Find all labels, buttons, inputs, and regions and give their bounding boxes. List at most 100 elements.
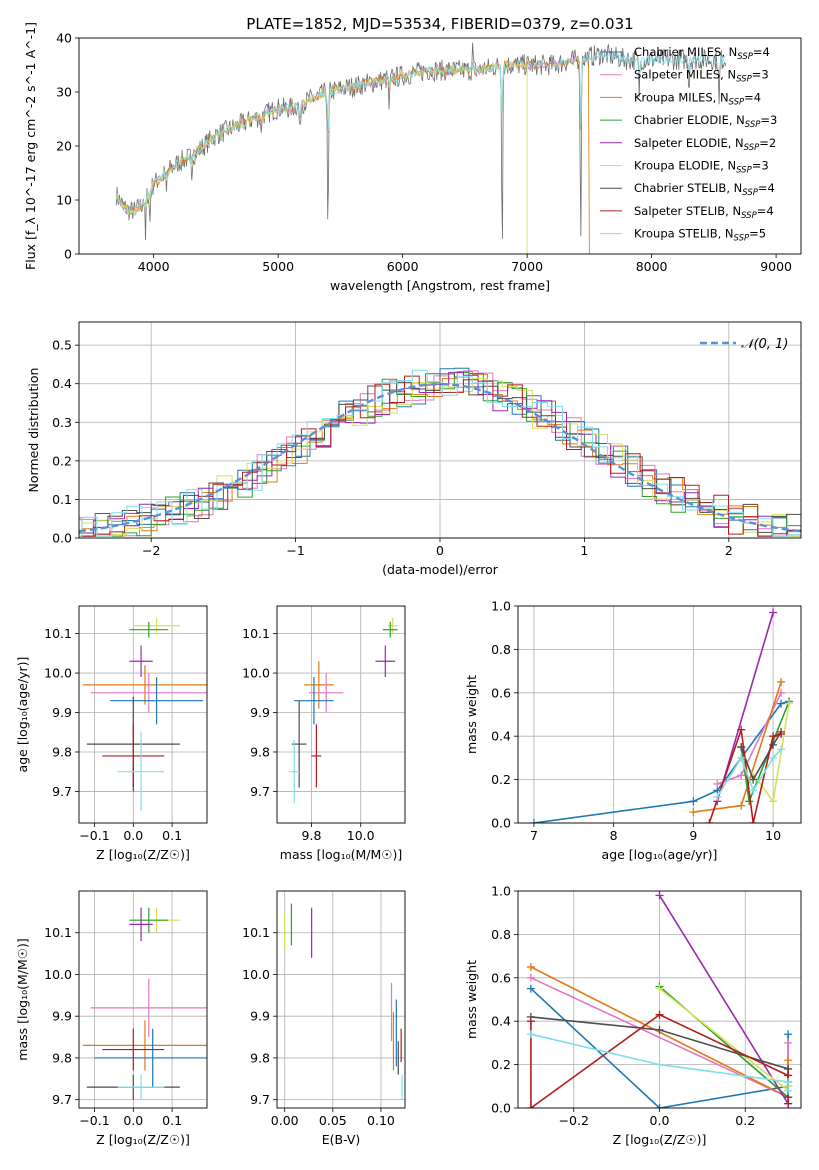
y-axis-label: mass [log₁₀(M/M☉)]: [15, 938, 30, 1060]
y-tick-label: 1.0: [491, 599, 511, 614]
y-tick-label: 0.6: [491, 970, 511, 985]
y-tick-label: 9.7: [52, 784, 72, 799]
weight-marker: [784, 1056, 793, 1065]
x-tick-label: 0.1: [162, 828, 182, 843]
weight-marker: [769, 732, 778, 741]
y-tick-label: 10: [56, 193, 72, 208]
x-axis-label: E(B-V): [322, 1132, 361, 1147]
weight-marker: [777, 730, 786, 739]
plot-area-spectrum: [115, 42, 727, 254]
y-tick-label: 9.7: [250, 1092, 270, 1107]
weight-marker: [526, 962, 535, 971]
weight-marker: [705, 819, 714, 823]
legend-subscript: SSP: [736, 75, 752, 85]
weight-marker: [529, 819, 538, 823]
y-tick-label: 0.2: [491, 772, 511, 787]
y-tick-label: 10.0: [242, 967, 270, 982]
weight-line: [530, 1033, 789, 1091]
legend-subscript: SSP: [737, 52, 753, 62]
y-tick-label: 9.8: [52, 744, 72, 759]
x-tick-label: 6000: [387, 259, 419, 274]
weight-line: [659, 987, 789, 1093]
chart-mass-vs-Z: −0.1 0.0 0.1 9.7 9.8 9.9 10.0 10.1 Z [log₁₀(Z/Z☉…: [15, 890, 208, 1147]
x-axis-label: Z [log₁₀(Z/Z☉)]: [613, 1132, 707, 1147]
x-tick-label: 5000: [262, 259, 294, 274]
histogram-step: [79, 371, 801, 537]
legend-label: Kroupa MILES, NSSP=4: [634, 90, 761, 107]
x-axis-label: age [log₁₀(age/yr)]: [602, 847, 718, 862]
x-tick-label: 10.0: [347, 828, 375, 843]
chart-panels: 4000 5000 6000 7000 8000 9000010203040wavelen…: [15, 22, 802, 1147]
legend-text: Chabrier MILES, N: [634, 45, 737, 59]
legend-suffix: =4: [753, 45, 770, 59]
x-tick-label: 0.0: [123, 828, 143, 843]
x-tick-label: 2: [725, 543, 733, 558]
legend-suffix: =3: [752, 68, 769, 82]
chart-spectrum: 4000 5000 6000 7000 8000 9000 0 10 20 30 40 wavelen…: [23, 22, 802, 293]
plot-area-weight-vs-age: [529, 608, 794, 823]
weight-marker: [737, 801, 746, 810]
x-tick-label: 0.2: [735, 1113, 755, 1128]
x-axis-label: mass [log₁₀(M/M☉)]: [280, 847, 402, 862]
weight-line: [740, 731, 782, 782]
y-tick-label: 0.0: [491, 1101, 511, 1116]
weight-marker: [526, 984, 535, 993]
weight-marker: [737, 725, 746, 734]
weight-marker: [655, 1025, 664, 1034]
histogram-step: [79, 375, 801, 537]
x-tick-label: 8000: [636, 259, 668, 274]
legend-suffix: =5: [749, 227, 766, 241]
weight-marker: [526, 1030, 535, 1039]
legend-label: Salpeter ELODIE, NSSP=2: [634, 136, 776, 153]
legend-label: Kroupa STELIB, NSSP=5: [634, 227, 766, 244]
x-tick-label: 7000: [511, 259, 543, 274]
legend-label: Chabrier STELIB, NSSP=4: [634, 181, 775, 198]
legend-subscript: SSP: [741, 211, 757, 221]
chart-age-vs-Z: −0.1 0.0 0.1 9.7 9.8 9.9 10.0 10.1 Z [log₁₀(Z/Z☉…: [15, 605, 208, 862]
axes-frame: [78, 321, 802, 539]
weight-line: [658, 894, 789, 1105]
y-tick-label: 0.1: [52, 492, 72, 507]
y-tick-label: 10.0: [242, 666, 270, 681]
legend-subscript: SSP: [744, 143, 760, 153]
y-axis-label: Normed distribution: [26, 368, 41, 493]
weight-line: [716, 612, 774, 802]
y-tick-label: 30: [56, 85, 72, 100]
chart-age-vs-mass: 9.8 10.0 9.7 9.8 9.9 10.0 10.1 mass [log₁₀(M/M☉…: [242, 605, 406, 862]
x-tick-label: 0.05: [319, 1113, 347, 1128]
legend-text: Chabrier ELODIE, N: [634, 113, 745, 127]
legend-suffix: =4: [744, 90, 761, 104]
legend-suffix: =3: [760, 113, 777, 127]
model-line: [116, 50, 727, 214]
y-tick-label: 9.8: [250, 1050, 270, 1065]
weight-marker: [777, 745, 786, 754]
axes-frame: [276, 605, 406, 824]
y-tick-label: 10.0: [44, 967, 72, 982]
x-axis-label: Z [log₁₀(Z/Z☉)]: [96, 847, 190, 862]
y-tick-label: 0.3: [52, 415, 72, 430]
y-tick-label: 10.1: [242, 925, 270, 940]
weight-marker: [777, 699, 786, 708]
legend-label: Chabrier ELODIE, NSSP=3: [634, 113, 777, 130]
weight-marker: [655, 984, 664, 993]
x-tick-label: 9: [689, 828, 697, 843]
y-tick-label: 1.0: [491, 884, 511, 899]
x-axis-label: (data-model)/error: [382, 562, 499, 577]
chart-mass-vs-ebv: 0.00 0.05 0.10 9.7 9.8 9.9 10.0 10.1 E(B-V): [242, 890, 406, 1147]
y-tick-label: 0.4: [491, 1014, 511, 1029]
legend-label: 𝒩(0, 1): [741, 337, 788, 352]
y-axis-label: mass weight: [464, 960, 479, 1039]
weight-marker: [785, 699, 794, 708]
legend-text: Salpeter MILES, N: [634, 68, 736, 82]
weight-marker: [737, 753, 746, 762]
legend-subscript: SSP: [742, 188, 758, 198]
axes-frame: [78, 37, 802, 255]
y-tick-label: 9.8: [52, 1050, 72, 1065]
y-tick-label: 9.9: [250, 705, 270, 720]
legend-suffix: =4: [757, 204, 774, 218]
weight-marker: [655, 1060, 664, 1069]
legend-label: Chabrier MILES, NSSP=4: [634, 45, 770, 62]
histogram-legend: 𝒩(0, 1): [700, 337, 788, 352]
y-tick-label: 0.5: [52, 338, 72, 353]
